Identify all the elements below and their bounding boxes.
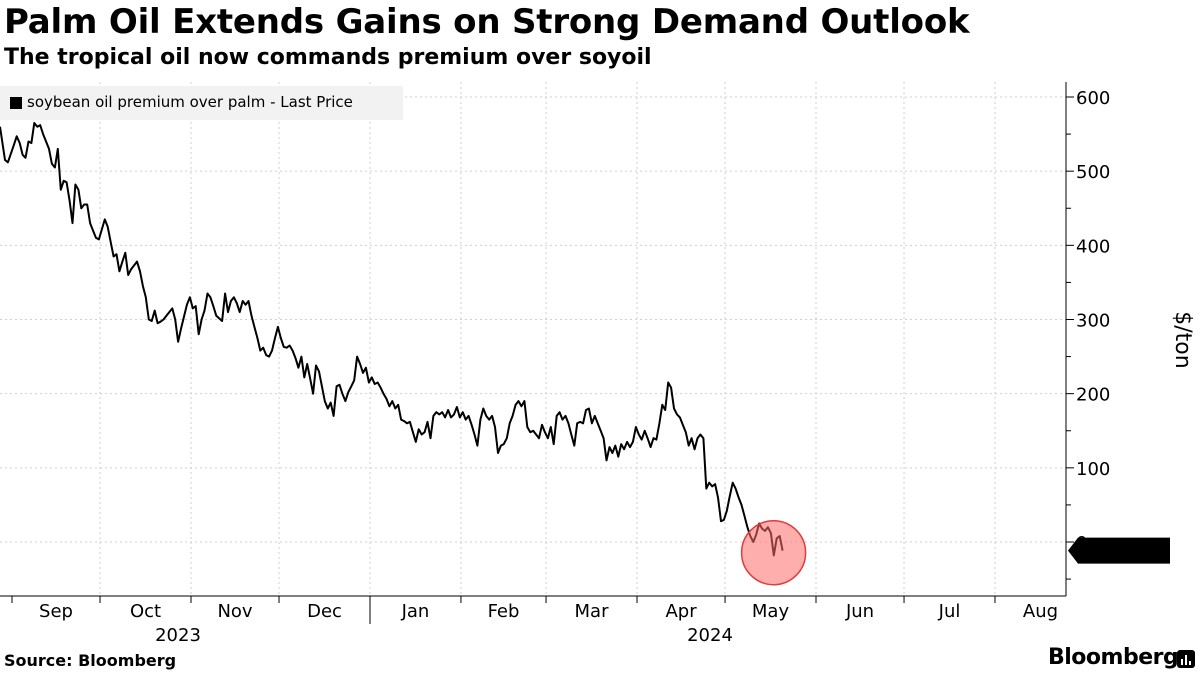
x-tick-label-may: May (752, 601, 790, 622)
x-tick-label-jan: Jan (401, 601, 430, 622)
y-tick-label-100: 100 (1076, 459, 1110, 480)
series-line-soybean-premium (0, 122, 784, 557)
x-tick-label-sep: Sep (39, 601, 73, 622)
y-axis-label: $/ton (1170, 311, 1195, 368)
chart-grid (0, 82, 1066, 596)
chart-subtitle: The tropical oil now commands premium ov… (4, 45, 652, 70)
y-tick-label-0: 0 (1076, 533, 1087, 554)
legend-swatch (10, 97, 22, 109)
source-note: Source: Bloomberg (4, 651, 177, 670)
y-tick-label-400: 400 (1076, 236, 1110, 257)
y-tick-label-300: 300 (1076, 311, 1110, 332)
legend-label: soybean oil premium over palm - Last Pri… (27, 93, 353, 111)
x-tick-label-feb: Feb (488, 601, 520, 622)
x-tick-label-nov: Nov (217, 601, 252, 622)
x-tick-label-jun: Jun (845, 601, 874, 622)
last-price-highlight (740, 519, 807, 586)
x-tick-label-dec: Dec (307, 601, 342, 622)
bloomberg-logo: Bloomberg (1048, 645, 1179, 670)
y-tick-label-200: 200 (1076, 385, 1110, 406)
x-year-label-2024: 2024 (687, 625, 733, 646)
x-tick-label-jul: Jul (938, 601, 961, 622)
x-tick-label-mar: Mar (575, 601, 610, 622)
last-price-label: -11.6715 (1068, 537, 1170, 564)
last-price-label-tag (1068, 537, 1170, 564)
legend: soybean oil premium over palm - Last Pri… (0, 86, 403, 120)
x-tick-label-aug: Aug (1023, 601, 1058, 622)
y-tick-label-500: 500 (1076, 162, 1110, 183)
y-tick-labels: 0 100 200 300 400 500 600 (1076, 88, 1110, 554)
bloomberg-terminal-icon (1177, 650, 1195, 668)
x-tick-labels: Sep Oct Nov Dec Jan Feb Mar Apr May Jun Jul Aug 2023… (39, 601, 1058, 646)
chart-title: Palm Oil Extends Gains on Strong Demand … (4, 2, 970, 42)
x-tick-label-apr: Apr (665, 601, 697, 622)
y-tick-label-600: 600 (1076, 88, 1110, 109)
last-price-label-text: -11.6715 (1081, 542, 1162, 563)
chart-axes (0, 82, 1074, 624)
x-year-label-2023: 2023 (155, 625, 201, 646)
x-tick-label-oct: Oct (130, 601, 161, 622)
